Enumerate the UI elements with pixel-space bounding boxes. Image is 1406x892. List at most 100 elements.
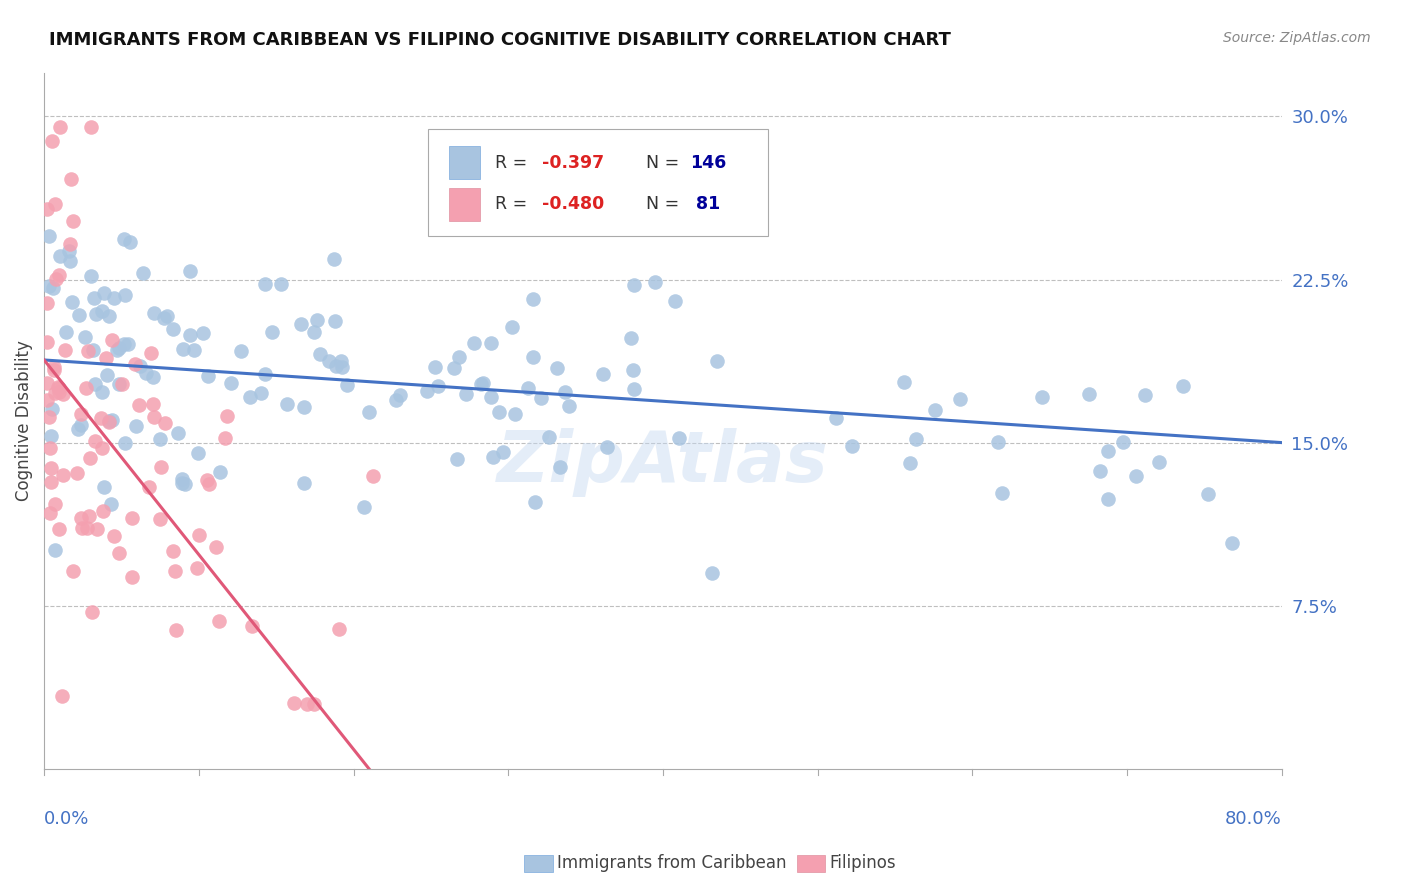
Point bbox=[197, 369, 219, 384]
Text: R =: R = bbox=[495, 195, 533, 213]
Point bbox=[163, 564, 186, 578]
Point bbox=[83, 377, 105, 392]
Point bbox=[924, 403, 946, 417]
Point bbox=[37, 296, 59, 310]
Point bbox=[841, 439, 863, 453]
Point bbox=[700, 566, 723, 580]
Point bbox=[292, 400, 315, 414]
Text: Immigrants from Caribbean: Immigrants from Caribbean bbox=[557, 855, 786, 872]
Point bbox=[103, 291, 125, 305]
Point bbox=[470, 376, 492, 391]
Point bbox=[49, 120, 72, 135]
Point bbox=[52, 387, 75, 401]
Point bbox=[706, 354, 728, 368]
Point bbox=[167, 425, 190, 440]
Point bbox=[214, 431, 236, 445]
Point bbox=[329, 354, 352, 368]
Point bbox=[1147, 455, 1170, 469]
Text: 146: 146 bbox=[690, 153, 727, 172]
Point bbox=[353, 500, 375, 514]
Point bbox=[59, 237, 82, 252]
Point bbox=[121, 511, 143, 525]
Point bbox=[37, 393, 59, 408]
Point bbox=[172, 476, 194, 491]
Point bbox=[142, 370, 165, 384]
Point bbox=[330, 359, 353, 374]
Point bbox=[66, 422, 89, 436]
Text: -0.480: -0.480 bbox=[541, 195, 605, 213]
Point bbox=[70, 510, 93, 524]
Point bbox=[44, 497, 66, 511]
Point bbox=[621, 362, 644, 376]
Point bbox=[59, 253, 82, 268]
Point bbox=[39, 441, 62, 455]
Point bbox=[165, 624, 187, 638]
Point bbox=[70, 408, 93, 422]
Point bbox=[93, 504, 115, 518]
Point bbox=[1220, 536, 1243, 550]
Point bbox=[664, 294, 686, 309]
Point bbox=[219, 376, 242, 390]
Point bbox=[548, 460, 571, 475]
Point bbox=[86, 522, 108, 536]
Point bbox=[1097, 491, 1119, 506]
Point bbox=[128, 398, 150, 412]
Point bbox=[149, 432, 172, 446]
Point bbox=[471, 376, 494, 390]
Point bbox=[39, 475, 62, 490]
Point bbox=[79, 451, 101, 466]
Point bbox=[336, 378, 359, 392]
Point bbox=[191, 326, 214, 340]
Point bbox=[1125, 468, 1147, 483]
Point bbox=[41, 281, 63, 295]
Point bbox=[84, 307, 107, 321]
Point bbox=[253, 277, 276, 292]
Point bbox=[80, 269, 103, 284]
Point bbox=[987, 434, 1010, 449]
Point bbox=[595, 441, 617, 455]
Point bbox=[93, 285, 115, 300]
Point bbox=[179, 327, 201, 342]
Point bbox=[153, 416, 176, 430]
Point bbox=[619, 331, 641, 345]
Point bbox=[250, 385, 273, 400]
Point bbox=[240, 618, 263, 632]
Point bbox=[108, 377, 131, 392]
Point bbox=[114, 288, 136, 302]
Point bbox=[530, 392, 553, 406]
Point bbox=[129, 359, 152, 373]
Point bbox=[385, 392, 408, 407]
Point bbox=[948, 392, 970, 406]
Point bbox=[215, 409, 238, 423]
Point bbox=[111, 377, 134, 392]
Point bbox=[80, 605, 103, 619]
Point bbox=[325, 359, 347, 373]
Point bbox=[443, 360, 465, 375]
Text: N =: N = bbox=[645, 195, 685, 213]
Point bbox=[195, 473, 218, 487]
Point bbox=[328, 623, 350, 637]
Point bbox=[427, 379, 450, 393]
Point bbox=[260, 325, 283, 339]
Point bbox=[318, 354, 340, 368]
Point bbox=[114, 436, 136, 450]
Point bbox=[1112, 435, 1135, 450]
Point bbox=[80, 120, 103, 135]
Text: -0.397: -0.397 bbox=[541, 153, 603, 172]
Point bbox=[1133, 388, 1156, 402]
Point bbox=[1088, 464, 1111, 478]
Point bbox=[479, 336, 502, 351]
Point bbox=[554, 385, 576, 400]
Point bbox=[423, 360, 446, 375]
Point bbox=[112, 337, 135, 351]
Point bbox=[41, 401, 63, 416]
Point bbox=[120, 235, 142, 249]
Point bbox=[209, 465, 232, 479]
Point bbox=[44, 196, 66, 211]
Point bbox=[51, 689, 73, 703]
Point bbox=[1097, 444, 1119, 458]
Point bbox=[121, 570, 143, 584]
Point bbox=[522, 350, 544, 364]
Point bbox=[41, 134, 63, 148]
Point bbox=[37, 335, 59, 350]
